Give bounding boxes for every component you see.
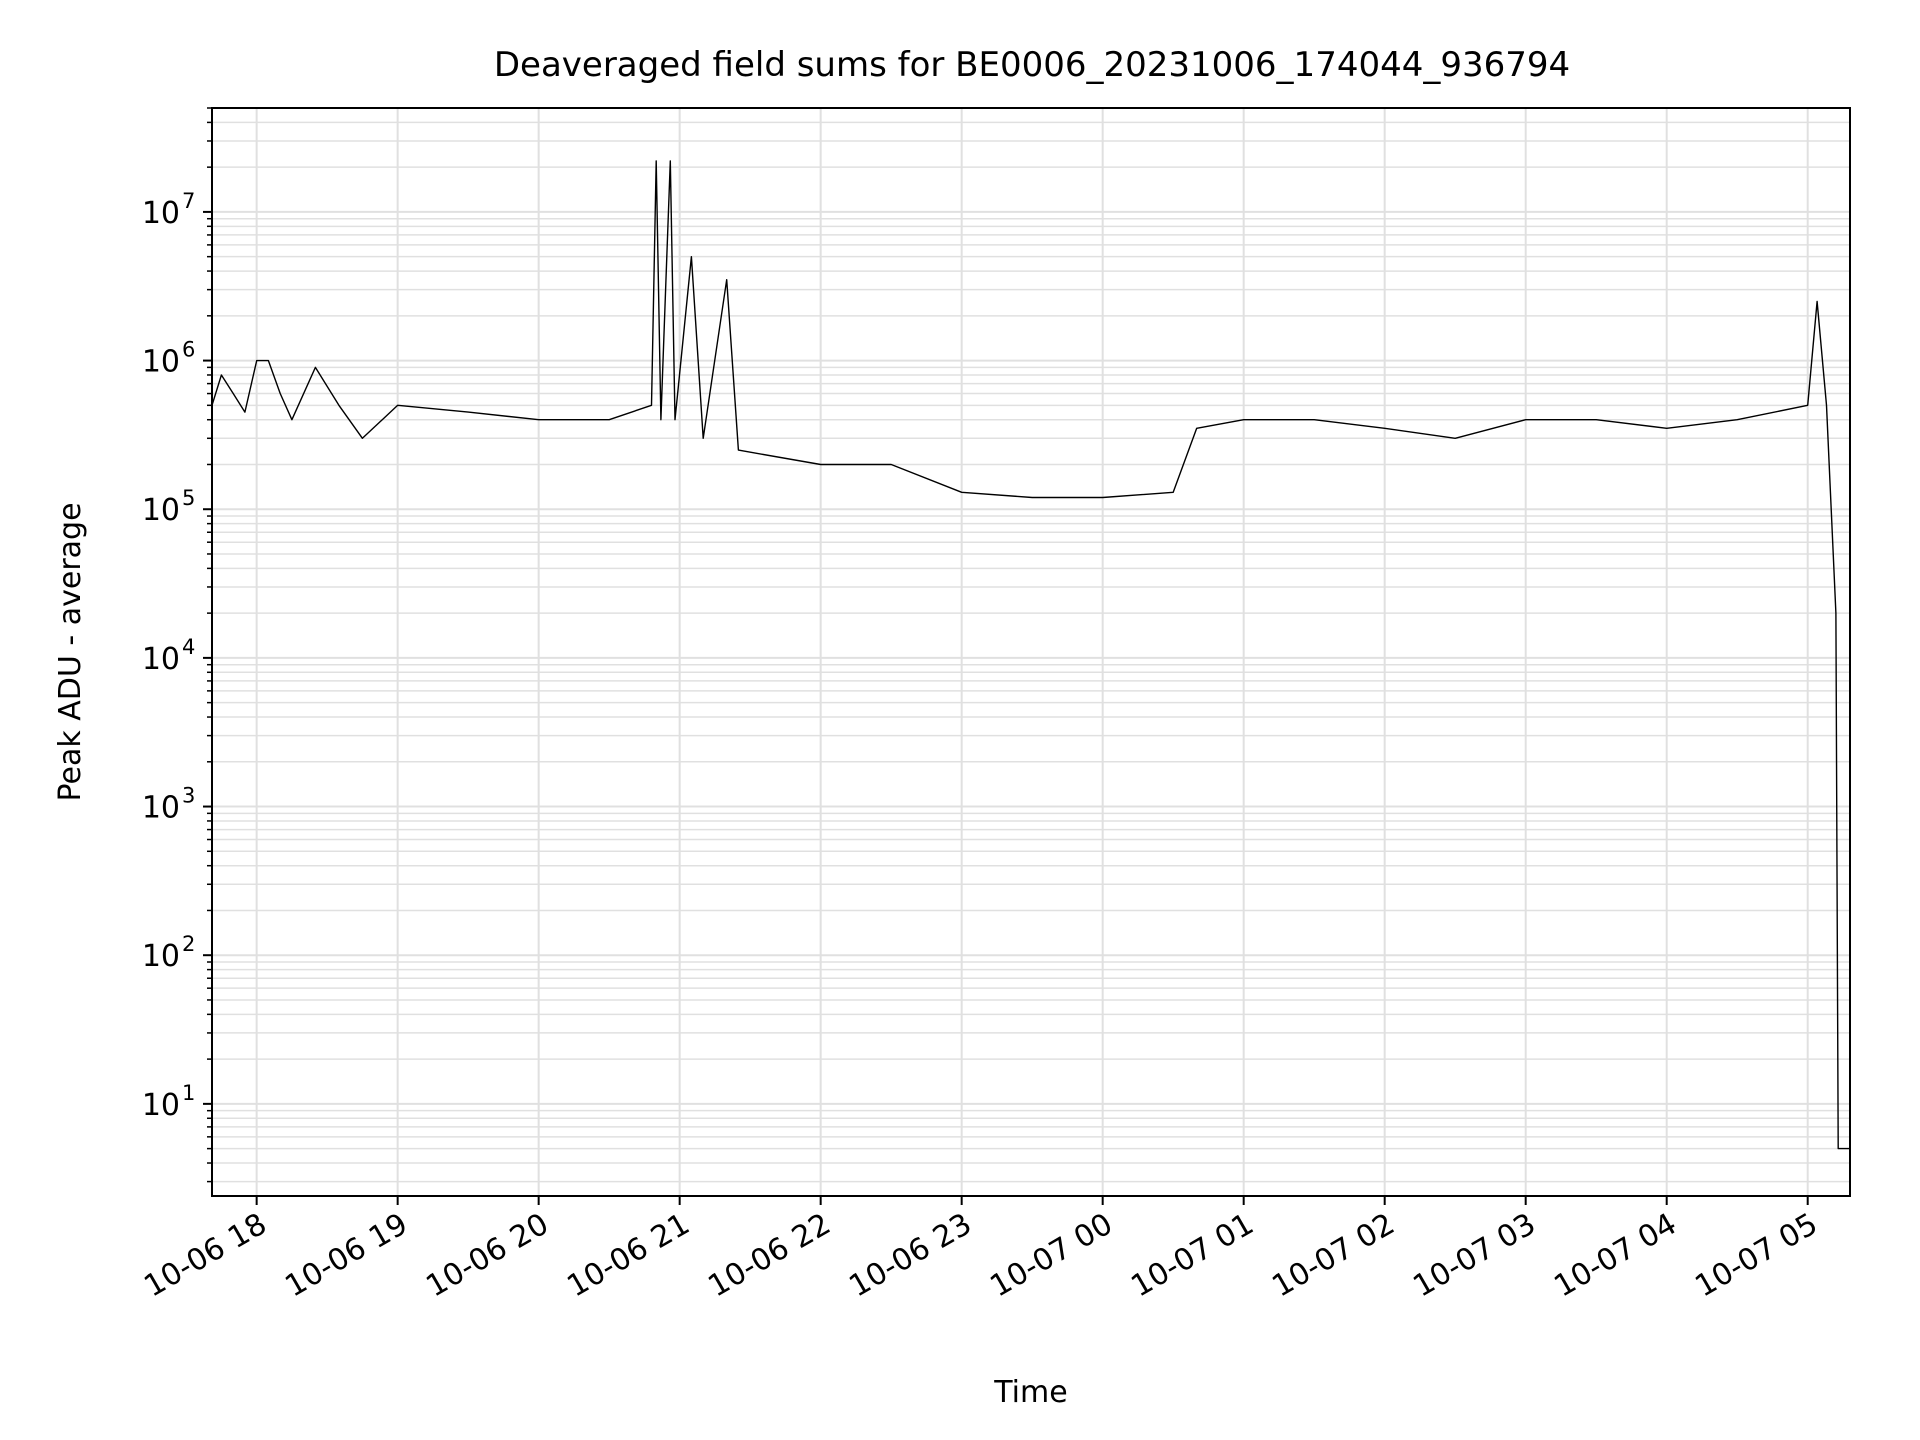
y-tick-label: 10: [142, 939, 180, 974]
y-tick-exponent: 6: [182, 338, 195, 362]
y-tick-label: 10: [142, 791, 180, 826]
series-line: [211, 160, 1850, 1150]
y-tick-label: 10: [142, 196, 180, 231]
y-tick-exponent: 3: [182, 784, 195, 808]
chart-title: Deaveraged field sums for BE0006_2023100…: [494, 45, 1570, 85]
y-tick-exponent: 2: [182, 932, 195, 956]
y-tick-exponent: 7: [182, 189, 195, 213]
y-tick-label: 10: [142, 493, 180, 528]
y-tick-exponent: 1: [182, 1081, 195, 1105]
y-tick-label: 10: [142, 1088, 180, 1123]
series-layer: [211, 160, 1850, 1150]
grid-layer: [212, 107, 1850, 1196]
x-axis-label: Time: [993, 1375, 1067, 1410]
y-tick-exponent: 4: [182, 635, 195, 659]
y-tick-exponent: 5: [182, 486, 195, 510]
y-axis-label: Peak ADU - average: [53, 502, 88, 801]
y-tick-label: 10: [142, 345, 180, 380]
y-tick-label: 10: [142, 642, 180, 677]
plot-frame: [211, 107, 1851, 1197]
